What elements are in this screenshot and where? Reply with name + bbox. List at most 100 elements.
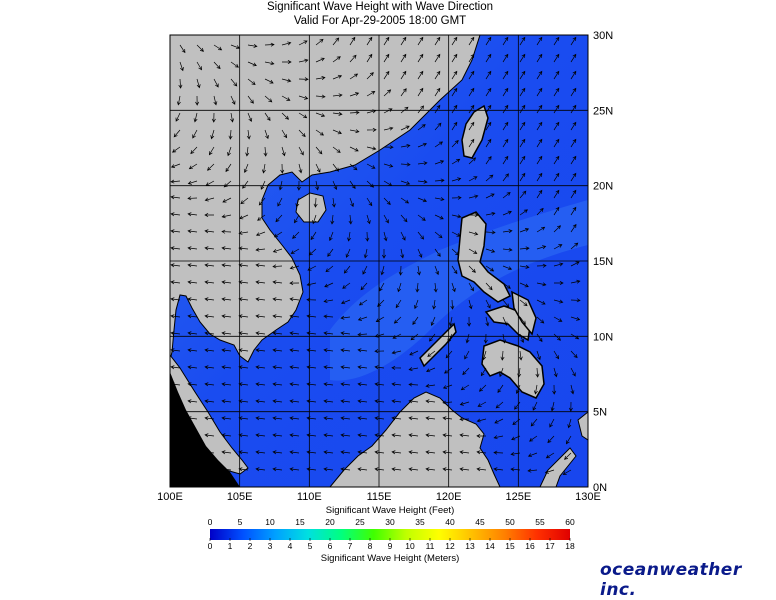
- wave-arrow: [289, 433, 300, 438]
- wave-arrow: [549, 418, 555, 428]
- wave-arrow: [519, 104, 526, 114]
- colorbar-meter-label: 1: [227, 541, 233, 551]
- wave-arrow: [408, 433, 419, 438]
- wave-arrow: [514, 401, 521, 410]
- wave-arrow: [400, 180, 411, 185]
- wave-arrow: [451, 177, 462, 182]
- wave-arrow: [395, 299, 402, 309]
- wave-arrow: [246, 129, 251, 140]
- wave-arrow: [570, 121, 577, 131]
- wave-arrow: [255, 247, 266, 252]
- wave-arrow: [391, 433, 402, 438]
- wave-arrow: [204, 280, 215, 285]
- wave-arrow: [272, 467, 283, 472]
- wave-arrow: [247, 61, 257, 67]
- wave-arrow: [482, 350, 487, 361]
- wave-arrow: [485, 156, 492, 165]
- wave-arrow: [238, 433, 249, 438]
- wave-arrow: [553, 87, 560, 97]
- wave-arrow: [221, 246, 232, 251]
- wave-arrow: [400, 53, 407, 63]
- wave-arrow: [360, 282, 368, 291]
- wave-arrow: [566, 435, 572, 445]
- wave-arrow: [330, 214, 335, 225]
- colorbar-meter-label: 6: [327, 541, 333, 551]
- wave-arrow: [281, 112, 290, 120]
- wave-arrow: [187, 212, 198, 217]
- wave-arrow: [357, 348, 368, 353]
- wave-arrow: [485, 193, 495, 199]
- wave-arrow: [462, 367, 470, 376]
- colorbar-meter-label: 0: [207, 541, 213, 551]
- map-frame: [169, 34, 589, 488]
- wave-arrow: [332, 180, 338, 190]
- wave-arrow: [553, 189, 560, 199]
- wave-arrow: [204, 416, 215, 421]
- wave-arrow: [476, 433, 487, 438]
- wave-arrow: [553, 299, 564, 304]
- wave-arrow: [298, 129, 306, 138]
- wave-arrow: [408, 467, 419, 472]
- wave-arrow: [391, 365, 402, 370]
- wave-arrow: [536, 121, 543, 131]
- wave-arrow: [494, 418, 504, 424]
- wave-arrow: [264, 95, 273, 103]
- wave-arrow: [228, 129, 233, 140]
- wave-arrow: [485, 104, 492, 114]
- wave-arrow: [451, 231, 461, 237]
- longitude-label: 120E: [436, 491, 462, 503]
- wave-arrow: [502, 121, 509, 131]
- wave-arrow: [451, 36, 458, 46]
- wave-arrow: [519, 53, 526, 63]
- wave-arrow: [450, 299, 455, 310]
- wave-arrow: [425, 467, 436, 472]
- wave-arrow: [204, 297, 215, 302]
- wave-arrow: [397, 282, 402, 293]
- wave-arrow: [204, 433, 215, 438]
- wave-arrow: [170, 212, 181, 217]
- wave-arrow: [527, 468, 538, 473]
- wave-arrow: [536, 333, 543, 343]
- wave-arrow: [519, 36, 526, 46]
- wave-arrow: [221, 297, 232, 302]
- wave-arrow: [375, 316, 385, 323]
- wave-arrow: [519, 87, 526, 97]
- wave-arrow: [357, 316, 368, 321]
- wave-arrow: [365, 231, 370, 242]
- wave-arrow: [357, 450, 368, 455]
- wave-arrow: [425, 433, 436, 438]
- wave-arrow: [502, 53, 509, 63]
- wave-arrow: [170, 314, 181, 319]
- wave-arrow: [425, 383, 436, 388]
- wave-arrow: [170, 179, 181, 184]
- wave-arrow: [502, 173, 509, 182]
- wave-arrow: [393, 316, 402, 324]
- wave-arrow: [570, 316, 581, 321]
- wave-arrow: [331, 197, 336, 208]
- wave-arrow: [434, 141, 444, 148]
- wave-arrow: [485, 230, 496, 235]
- wave-arrow: [357, 467, 368, 472]
- wave-arrow: [272, 248, 283, 253]
- wave-arrow: [468, 53, 475, 63]
- wave-arrow: [340, 348, 351, 353]
- wave-arrow: [211, 112, 216, 123]
- wave-arrow: [536, 155, 543, 165]
- map-title: Significant Wave Height with Wave Direct…: [266, 1, 494, 13]
- wave-arrow: [445, 350, 453, 359]
- wave-arrow: [243, 163, 249, 174]
- wave-arrow: [315, 163, 321, 173]
- wave-arrow: [170, 163, 181, 168]
- wave-arrow: [519, 246, 530, 251]
- wave-arrow: [349, 197, 354, 208]
- wave-arrow: [193, 112, 198, 123]
- wave-arrow: [205, 180, 215, 186]
- wave-arrow: [255, 263, 266, 268]
- wave-arrow: [204, 348, 215, 353]
- wave-arrow: [247, 112, 253, 123]
- wave-arrow: [434, 231, 443, 239]
- wave-arrow: [349, 110, 360, 115]
- wave-arrow: [519, 282, 529, 288]
- wave-arrow: [238, 263, 249, 268]
- wave-arrow: [366, 109, 377, 114]
